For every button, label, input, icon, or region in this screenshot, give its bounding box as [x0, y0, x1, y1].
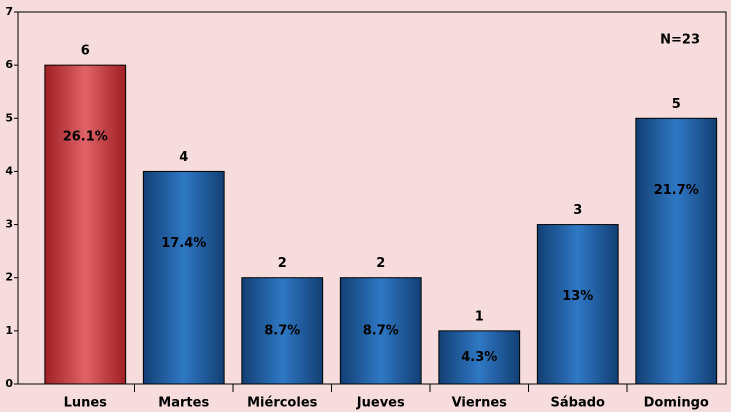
- value-label: 1: [475, 309, 484, 324]
- value-label: 3: [573, 203, 582, 218]
- bar: [339, 277, 422, 385]
- percent-label: 26.1%: [63, 130, 108, 145]
- y-tick-label: 0: [5, 377, 13, 390]
- y-tick-label: 2: [5, 271, 13, 284]
- x-tick-label: Domingo: [644, 396, 709, 411]
- bar: [241, 277, 324, 385]
- bar: [635, 117, 718, 385]
- x-tick-label: Jueves: [356, 396, 405, 411]
- x-tick-label: Miércoles: [247, 396, 318, 411]
- x-tick-label: Viernes: [452, 396, 508, 411]
- percent-label: 4.3%: [461, 350, 497, 365]
- percent-label: 17.4%: [161, 236, 206, 251]
- x-tick-label: Martes: [158, 396, 209, 411]
- bar: [438, 330, 521, 385]
- y-tick-label: 4: [5, 164, 13, 177]
- percent-label: 8.7%: [363, 323, 399, 338]
- percent-label: 13%: [562, 289, 593, 304]
- y-tick-label: 1: [5, 324, 13, 337]
- bar: [44, 64, 127, 385]
- value-label: 2: [278, 256, 287, 271]
- value-label: 5: [672, 97, 681, 112]
- bar: [536, 224, 619, 385]
- annotation: N=23: [660, 33, 700, 48]
- value-label: 4: [179, 150, 188, 165]
- y-tick-label: 7: [5, 5, 13, 18]
- percent-label: 8.7%: [264, 323, 300, 338]
- value-label: 6: [81, 44, 90, 59]
- percent-label: 21.7%: [654, 183, 699, 198]
- x-tick-label: Lunes: [64, 396, 108, 411]
- y-tick-label: 5: [5, 111, 13, 124]
- value-label: 2: [376, 256, 385, 271]
- bar: [142, 170, 225, 385]
- x-tick-label: Sábado: [551, 396, 606, 411]
- y-tick-label: 6: [5, 58, 13, 71]
- y-tick-label: 3: [5, 218, 13, 231]
